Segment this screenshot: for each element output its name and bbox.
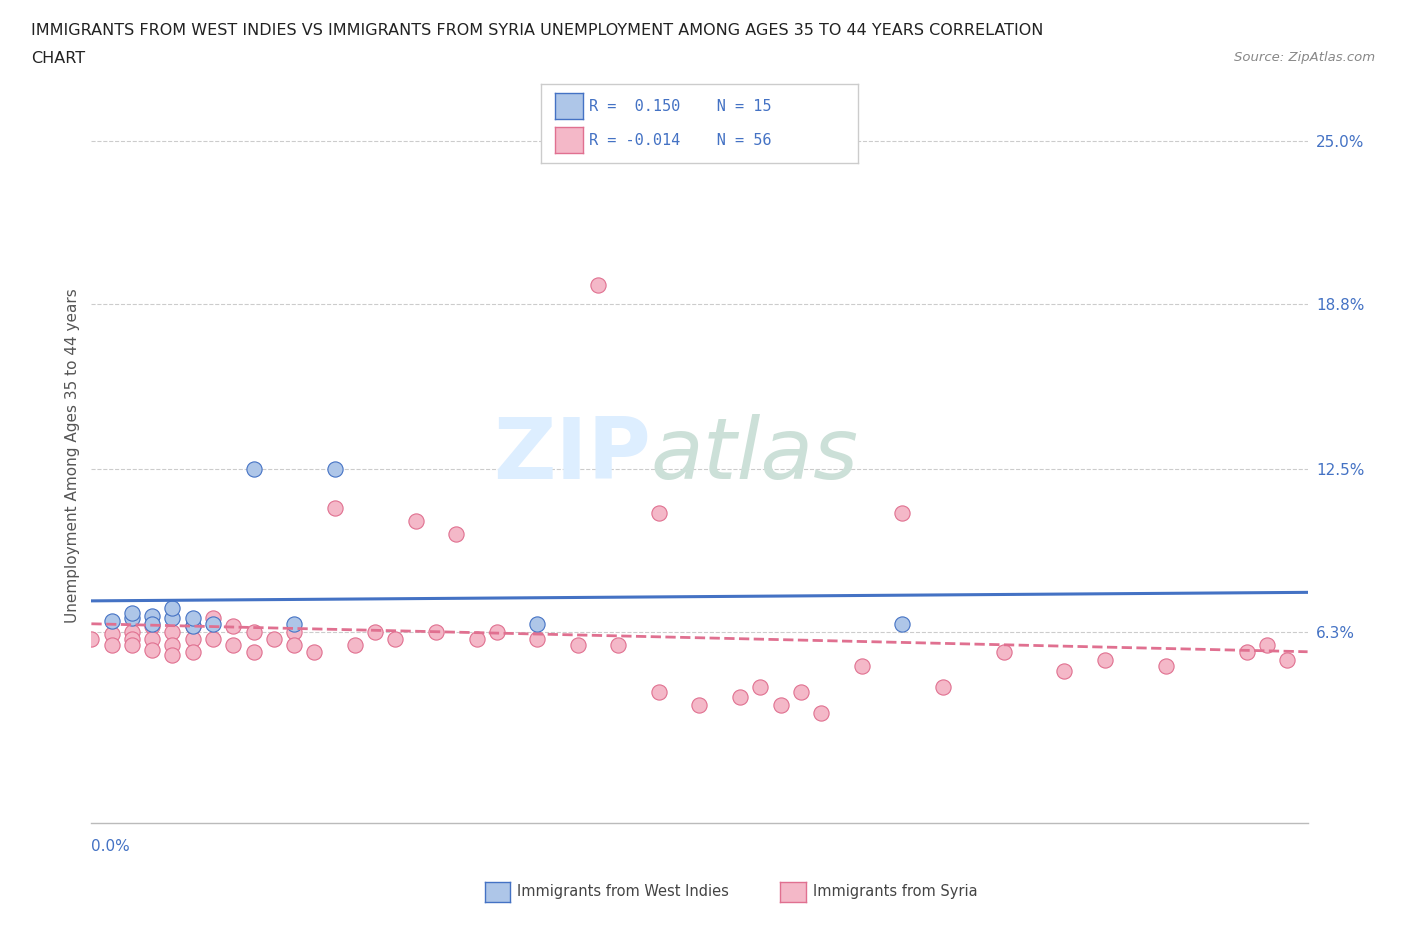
Text: CHART: CHART (31, 51, 84, 66)
Point (526, 632, 548, 647)
Point (586, 278, 609, 293)
Point (242, 461, 264, 476)
Point (100, 627, 122, 642)
Point (769, 698, 792, 712)
Point (141, 632, 163, 647)
Point (728, 690, 751, 705)
Point (405, 514, 427, 529)
Point (567, 637, 589, 652)
Point (1277, 653, 1299, 668)
Point (141, 618, 163, 633)
Text: IMMIGRANTS FROM WEST INDIES VS IMMIGRANTS FROM SYRIA UNEMPLOYMENT AMONG AGES 35 : IMMIGRANTS FROM WEST INDIES VS IMMIGRANT… (31, 23, 1043, 38)
Point (202, 611, 225, 626)
Text: atlas: atlas (651, 414, 859, 498)
Point (425, 624, 447, 639)
Point (323, 500, 346, 515)
Point (1053, 663, 1076, 678)
Point (222, 637, 245, 652)
Point (485, 624, 508, 639)
Point (1236, 645, 1258, 660)
Point (688, 698, 710, 712)
Point (141, 608, 163, 623)
Point (242, 624, 264, 639)
Text: Immigrants from Syria: Immigrants from Syria (813, 884, 977, 899)
Point (121, 605, 143, 620)
Point (181, 618, 204, 633)
Point (343, 637, 366, 652)
Point (162, 647, 184, 662)
Point (1256, 637, 1278, 652)
Point (526, 617, 548, 631)
Point (181, 618, 204, 633)
Point (202, 632, 225, 647)
Point (648, 506, 671, 521)
Point (162, 624, 184, 639)
Text: ZIP: ZIP (494, 414, 651, 498)
Y-axis label: Unemployment Among Ages 35 to 44 years: Unemployment Among Ages 35 to 44 years (65, 288, 80, 623)
Point (851, 658, 873, 673)
Point (100, 614, 122, 629)
Point (364, 624, 387, 639)
Point (891, 617, 914, 631)
Point (810, 706, 832, 721)
Point (263, 632, 285, 647)
Point (181, 645, 204, 660)
Point (607, 637, 630, 652)
Point (283, 617, 305, 631)
Point (162, 601, 184, 616)
Text: 0.0%: 0.0% (91, 839, 131, 855)
Point (162, 637, 184, 652)
Text: R =  0.150    N = 15: R = 0.150 N = 15 (589, 99, 772, 113)
Point (384, 632, 406, 647)
Point (283, 624, 305, 639)
Point (242, 645, 264, 660)
Point (1094, 653, 1116, 668)
Text: R = -0.014    N = 56: R = -0.014 N = 56 (589, 133, 772, 148)
Point (80, 632, 103, 647)
Point (283, 637, 305, 652)
Point (202, 617, 225, 631)
Point (121, 632, 143, 647)
Point (465, 632, 488, 647)
Point (181, 632, 204, 647)
Point (222, 618, 245, 633)
Point (141, 643, 163, 658)
Point (891, 506, 914, 521)
Point (181, 611, 204, 626)
Point (993, 645, 1015, 660)
Point (304, 645, 326, 660)
Point (162, 611, 184, 626)
Point (121, 624, 143, 639)
Point (790, 684, 813, 699)
Text: Immigrants from West Indies: Immigrants from West Indies (517, 884, 730, 899)
Point (121, 611, 143, 626)
Point (100, 637, 122, 652)
Point (931, 679, 953, 694)
Point (1154, 658, 1177, 673)
Point (648, 684, 671, 699)
Text: Source: ZipAtlas.com: Source: ZipAtlas.com (1234, 51, 1375, 64)
Point (749, 679, 772, 694)
Point (121, 637, 143, 652)
Point (141, 617, 163, 631)
Point (323, 461, 346, 476)
Point (444, 527, 467, 542)
